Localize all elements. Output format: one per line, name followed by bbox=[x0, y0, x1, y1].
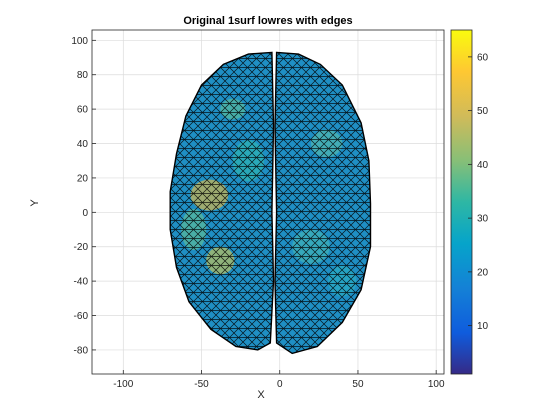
y-tick-label: 40 bbox=[77, 139, 89, 150]
y-tick-label: 80 bbox=[77, 70, 89, 81]
chart-title: Original 1surf lowres with edges bbox=[183, 15, 352, 27]
colorbar-tick-label: 30 bbox=[477, 214, 489, 225]
x-tick-label: -100 bbox=[113, 379, 133, 390]
y-tick-labels: -80 -60 -40 -20 0 20 40 60 80 100 bbox=[71, 36, 96, 356]
y-tick-label: -40 bbox=[74, 277, 89, 288]
colorbar-tick-label: 10 bbox=[477, 321, 489, 332]
y-tick-label: 100 bbox=[71, 36, 88, 47]
left-hemisphere-outline bbox=[169, 51, 275, 351]
mesh-edges bbox=[170, 52, 274, 350]
y-tick-label: 0 bbox=[82, 208, 88, 219]
colorbar-tick-labels: 10 20 30 40 50 60 bbox=[468, 52, 489, 332]
y-axis-label: Y bbox=[29, 199, 41, 207]
x-tick-label: 0 bbox=[277, 379, 283, 390]
x-tick-label: 50 bbox=[352, 379, 364, 390]
y-tick-label: -20 bbox=[74, 242, 89, 253]
colorbar-tick-label: 60 bbox=[477, 52, 489, 63]
axes-box bbox=[91, 29, 445, 375]
x-tick-label: -50 bbox=[194, 379, 209, 390]
x-tick-labels: -100 -50 0 50 100 bbox=[113, 370, 445, 390]
right-hemisphere-outline bbox=[274, 51, 372, 355]
x-axis-label: X bbox=[257, 389, 265, 401]
y-tick-label: 60 bbox=[77, 105, 89, 116]
x-tick-label: 100 bbox=[428, 379, 445, 390]
y-tick-label: 20 bbox=[77, 173, 89, 184]
colorbar bbox=[450, 29, 473, 375]
colorbar-tick-label: 20 bbox=[477, 267, 489, 278]
y-tick-label: -80 bbox=[74, 345, 89, 356]
mesh-edges bbox=[275, 52, 371, 354]
brain-surface bbox=[169, 51, 372, 355]
colorbar-tick-label: 50 bbox=[477, 106, 489, 117]
y-tick-label: -60 bbox=[74, 311, 89, 322]
colorbar-tick-label: 40 bbox=[477, 160, 489, 171]
